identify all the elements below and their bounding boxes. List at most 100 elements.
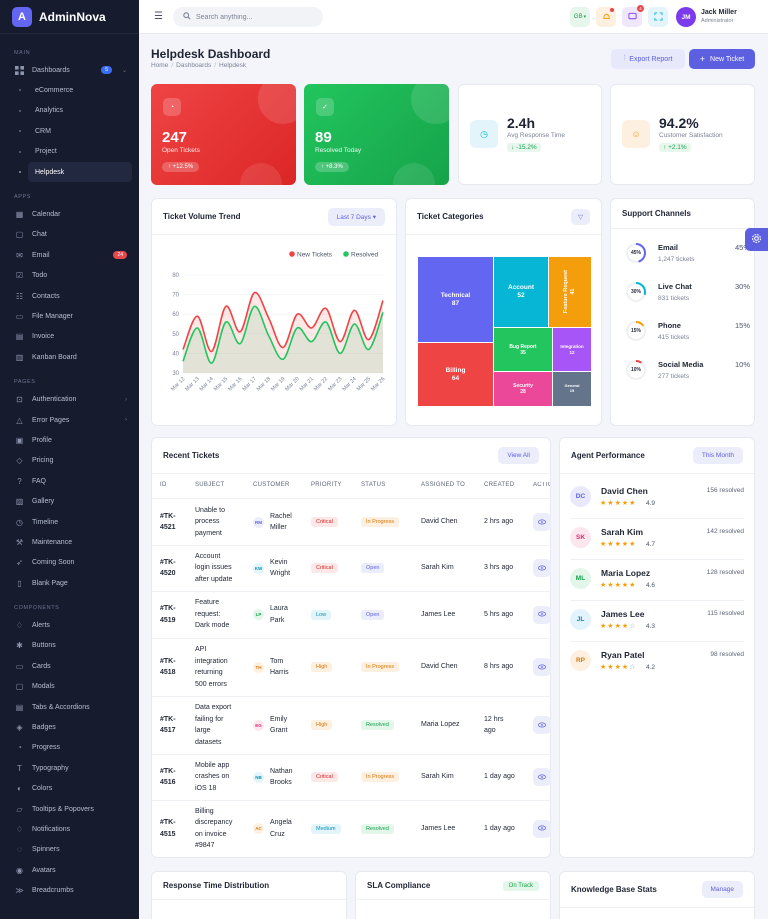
ticket-subject-line: after update bbox=[195, 575, 233, 583]
sidebar-item-colors[interactable]: ◐ Colors bbox=[0, 779, 139, 799]
ticket-created: 2 hrs ago bbox=[484, 516, 513, 528]
sidebar-item-tabs-accordions[interactable]: ▤ Tabs & Accordions bbox=[0, 697, 139, 717]
sidebar-item-spinners[interactable]: ◌ Spinners bbox=[0, 840, 139, 860]
settings-button[interactable] bbox=[745, 228, 768, 251]
new-ticket-button[interactable]: + New Ticket bbox=[689, 49, 755, 69]
category-feature-request[interactable]: Feature Request 41 bbox=[549, 257, 591, 327]
sidebar-item-breadcrumbs[interactable]: ≫ Breadcrumbs bbox=[0, 880, 139, 900]
agent-name[interactable]: James Lee bbox=[601, 609, 645, 619]
sidebar-item-file-manager[interactable]: ▭ File Manager bbox=[0, 306, 139, 326]
section-apps: APPS bbox=[14, 194, 32, 201]
sidebar-item-email[interactable]: ✉ Email 24 bbox=[0, 245, 139, 265]
sidebar-item-pricing[interactable]: ◇ Pricing bbox=[0, 451, 139, 471]
sidebar-sub-item[interactable]: Project bbox=[0, 142, 132, 162]
ticket-id-line: 4518 bbox=[160, 669, 176, 676]
sidebar-item-notifications[interactable]: ♢ Notifications bbox=[0, 819, 139, 839]
channel-ring bbox=[626, 321, 646, 341]
agent-name[interactable]: Ryan Patel bbox=[601, 650, 645, 660]
sidebar-item-authentication[interactable]: ⊡ Authentication › bbox=[0, 389, 139, 409]
sidebar-item-todo[interactable]: ☑ Todo bbox=[0, 266, 139, 286]
fullscreen-button[interactable] bbox=[648, 7, 668, 27]
sidebar-item-error-pages[interactable]: △ Error Pages › bbox=[0, 410, 139, 430]
ticket-id-line: #TK- bbox=[160, 767, 176, 775]
sidebar-item-buttons[interactable]: ✱ Buttons bbox=[0, 636, 139, 656]
category-technical[interactable]: Technical 87 bbox=[418, 257, 493, 342]
sidebar-item-kanban-board[interactable]: ▥ Kanban Board bbox=[0, 347, 139, 367]
agent-resolved: 115 resolved bbox=[707, 610, 744, 617]
sidebar-sub-item[interactable]: CRM bbox=[0, 121, 132, 141]
view-ticket-button[interactable] bbox=[533, 658, 551, 676]
category-bug-report[interactable]: Bug Report 35 bbox=[494, 328, 552, 371]
category-security[interactable]: Security 28 bbox=[494, 372, 552, 406]
eye-icon bbox=[538, 824, 546, 833]
export-report-button[interactable]: ⫶ Export Report bbox=[611, 49, 685, 69]
breadcrumb-current: Helpdesk bbox=[219, 62, 247, 69]
breadcrumb-dashboards[interactable]: Dashboards bbox=[176, 62, 212, 69]
sidebar-item-progress[interactable]: ◔ Progress bbox=[0, 738, 139, 758]
agents-range-select[interactable]: This Month bbox=[692, 447, 743, 464]
ticket-created: 1 day ago bbox=[484, 771, 515, 783]
category-integration[interactable]: Integration 12 bbox=[553, 328, 591, 371]
kb-manage-button[interactable]: Manage bbox=[701, 881, 743, 898]
sidebar-item-maintenance[interactable]: ⚒ Maintenance bbox=[0, 532, 139, 552]
trend-range-select[interactable]: Last 7 Days ▾ bbox=[327, 207, 385, 226]
sidebar-item-dashboards[interactable]: Dashboards 5 ⌄ bbox=[0, 60, 139, 80]
category-general[interactable]: General 15 bbox=[553, 372, 591, 406]
view-ticket-button[interactable] bbox=[533, 819, 551, 838]
series-area-new-tickets bbox=[183, 292, 383, 373]
sidebar-item-cards[interactable]: ▭ Cards bbox=[0, 656, 139, 676]
category-billing[interactable]: Billing 64 bbox=[418, 343, 493, 406]
view-ticket-button[interactable] bbox=[533, 513, 551, 531]
priority-badge: Critical bbox=[311, 517, 338, 527]
sidebar-sub-item[interactable]: Helpdesk bbox=[19, 161, 132, 183]
sidebar-sub-item[interactable]: eCommerce bbox=[0, 80, 132, 100]
sidebar-sub-item[interactable]: Analytics bbox=[0, 101, 132, 121]
channel-tickets: 415 tickets bbox=[658, 334, 690, 341]
view-ticket-button[interactable] bbox=[533, 716, 551, 734]
view-all-button[interactable]: View All bbox=[498, 447, 539, 464]
avg-response-card: ◷ 2.4h Avg Response Time ↓ -15.2% bbox=[458, 84, 602, 185]
sidebar-item-timeline[interactable]: ◷ Timeline bbox=[0, 512, 139, 532]
status-badge: In Progress bbox=[361, 662, 400, 672]
sidebar-item-chat[interactable]: ▢ Chat bbox=[0, 225, 139, 245]
sidebar-item-profile[interactable]: ▣ Profile bbox=[0, 430, 139, 450]
notifications-button[interactable]: 4 bbox=[622, 5, 644, 27]
category-account[interactable]: Account 52 bbox=[494, 257, 548, 327]
sidebar-item-label: Email bbox=[32, 251, 50, 259]
alert-button[interactable] bbox=[596, 7, 616, 27]
sidebar-item-faq[interactable]: ? FAQ bbox=[0, 471, 139, 491]
agent-name[interactable]: Maria Lopez bbox=[601, 568, 651, 578]
sidebar-item-tooltips-popovers[interactable]: ▱ Tooltips & Popovers bbox=[0, 799, 139, 819]
agent-name[interactable]: David Chen bbox=[601, 486, 648, 496]
search-box[interactable] bbox=[173, 7, 323, 27]
menu-icon[interactable]: ☰ bbox=[154, 11, 163, 22]
ticket-id-line: #TK- bbox=[160, 657, 176, 665]
priority-badge: Critical bbox=[311, 563, 338, 573]
view-ticket-button[interactable] bbox=[533, 605, 551, 624]
sidebar-item-avatars[interactable]: ◉ Avatars bbox=[0, 860, 139, 880]
x-tick-label: Mar 24 bbox=[341, 376, 357, 392]
sidebar-item-gallery[interactable]: ▨ Gallery bbox=[0, 491, 139, 511]
sidebar-item-coming-soon[interactable]: ➶ Coming Soon bbox=[0, 553, 139, 573]
brand[interactable]: A AdminNova bbox=[0, 0, 139, 34]
user-name[interactable]: Jack Miller bbox=[701, 9, 737, 16]
sidebar-item-invoice[interactable]: ▤ Invoice bbox=[0, 327, 139, 347]
category-name: Billing bbox=[445, 366, 466, 374]
view-ticket-button[interactable] bbox=[533, 559, 551, 577]
breadcrumb-home[interactable]: Home bbox=[151, 62, 169, 69]
sidebar-item-contacts[interactable]: ☷ Contacts bbox=[0, 286, 139, 306]
language-button[interactable]: GB ▾ bbox=[570, 7, 590, 27]
sidebar-item-badges[interactable]: ◈ Badges bbox=[0, 717, 139, 737]
filter-button[interactable]: ▽ bbox=[571, 208, 590, 225]
channel-tickets: 1,247 tickets bbox=[658, 256, 695, 263]
sidebar-item-calendar[interactable]: ▦ Calendar bbox=[0, 204, 139, 224]
user-avatar[interactable]: JM bbox=[676, 7, 696, 27]
sidebar-item-typography[interactable]: T Typography bbox=[0, 758, 139, 778]
sidebar-item-blank-page[interactable]: ▯ Blank Page bbox=[0, 573, 139, 593]
view-ticket-button[interactable] bbox=[533, 768, 551, 786]
x-tick-label: Mar 22 bbox=[313, 376, 329, 392]
sidebar-item-alerts[interactable]: ♢ Alerts bbox=[0, 615, 139, 635]
agent-name[interactable]: Sarah Kim bbox=[601, 527, 644, 537]
search-input[interactable] bbox=[196, 13, 316, 21]
sidebar-item-modals[interactable]: ▢ Modals bbox=[0, 677, 139, 697]
